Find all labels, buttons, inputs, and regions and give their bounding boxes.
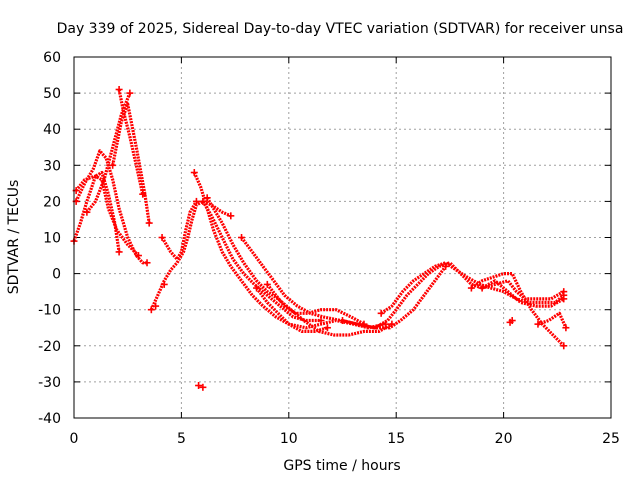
- data-trace: [266, 283, 365, 326]
- y-axis-label: SDTVAR / TECUs: [6, 180, 22, 295]
- data-point: [152, 302, 160, 310]
- y-tick-label: 10: [43, 231, 61, 247]
- data-point: [377, 309, 385, 317]
- y-tick-labels: -40 -30 -20 -10 0 10 20 30 40 50 60: [38, 50, 61, 427]
- data-trace: [380, 261, 565, 315]
- data-point: [199, 197, 207, 205]
- data-point: [227, 212, 235, 220]
- data-point: [560, 342, 568, 350]
- data-point: [534, 320, 542, 328]
- data-trace: [240, 236, 447, 330]
- data-point: [115, 248, 123, 256]
- x-tick-label: 5: [177, 431, 186, 447]
- data-point: [263, 280, 271, 288]
- data-point: [562, 324, 570, 332]
- grid: [74, 57, 611, 418]
- data-point: [83, 208, 91, 216]
- y-tick-label: 60: [43, 50, 61, 66]
- x-tick-label: 25: [602, 431, 620, 447]
- data-point: [160, 280, 168, 288]
- data-point: [560, 288, 568, 296]
- data-trace: [481, 279, 565, 301]
- data-point: [145, 219, 153, 227]
- data-point: [238, 234, 246, 241]
- data-point: [199, 383, 207, 391]
- data-point: [190, 169, 198, 177]
- data-point: [158, 234, 166, 241]
- data-point: [323, 324, 331, 332]
- data-traces: [70, 85, 570, 391]
- data-point: [339, 317, 346, 325]
- data-point: [478, 284, 486, 292]
- y-tick-label: -30: [38, 375, 61, 391]
- data-point: [139, 190, 147, 198]
- data-point: [134, 252, 142, 260]
- y-tick-label: -10: [38, 303, 61, 319]
- data-point: [126, 89, 134, 97]
- y-tick-label: 0: [52, 267, 61, 283]
- data-point: [143, 259, 151, 267]
- data-trace: [160, 200, 198, 261]
- data-point: [253, 284, 261, 292]
- data-trace: [537, 311, 568, 329]
- y-tick-label: -20: [38, 339, 61, 355]
- chart-title: Day 339 of 2025, Sidereal Day-to-day VTE…: [57, 21, 624, 37]
- data-trace: [201, 200, 321, 323]
- x-tick-label: 15: [387, 431, 405, 447]
- data-point: [203, 194, 211, 202]
- data-trace: [192, 171, 386, 330]
- data-trace: [470, 272, 565, 347]
- data-trace: [74, 174, 140, 257]
- data-point: [508, 317, 516, 325]
- data-point: [467, 284, 475, 292]
- data-trace: [255, 287, 328, 333]
- x-tick-label: 20: [495, 431, 513, 447]
- data-point: [192, 197, 200, 205]
- data-point: [109, 161, 117, 169]
- y-tick-label: 30: [43, 158, 61, 174]
- y-tick-label: 50: [43, 86, 61, 102]
- data-point: [317, 317, 325, 325]
- data-point: [115, 85, 123, 93]
- y-tick-label: 40: [43, 122, 61, 138]
- x-tick-label: 0: [70, 431, 79, 447]
- data-trace: [149, 199, 232, 311]
- x-axis-label: GPS time / hours: [283, 458, 400, 474]
- data-trace: [342, 261, 565, 330]
- data-trace: [205, 196, 393, 337]
- x-tick-labels: 0 5 10 15 20 25: [70, 431, 620, 447]
- x-tick-label: 10: [280, 431, 298, 447]
- y-tick-label: 20: [43, 194, 61, 210]
- data-point: [195, 382, 203, 390]
- y-tick-label: -40: [38, 411, 61, 427]
- data-point: [147, 306, 155, 314]
- data-trace: [111, 102, 151, 224]
- data-trace: [117, 89, 145, 195]
- plot-frame: [73, 56, 612, 419]
